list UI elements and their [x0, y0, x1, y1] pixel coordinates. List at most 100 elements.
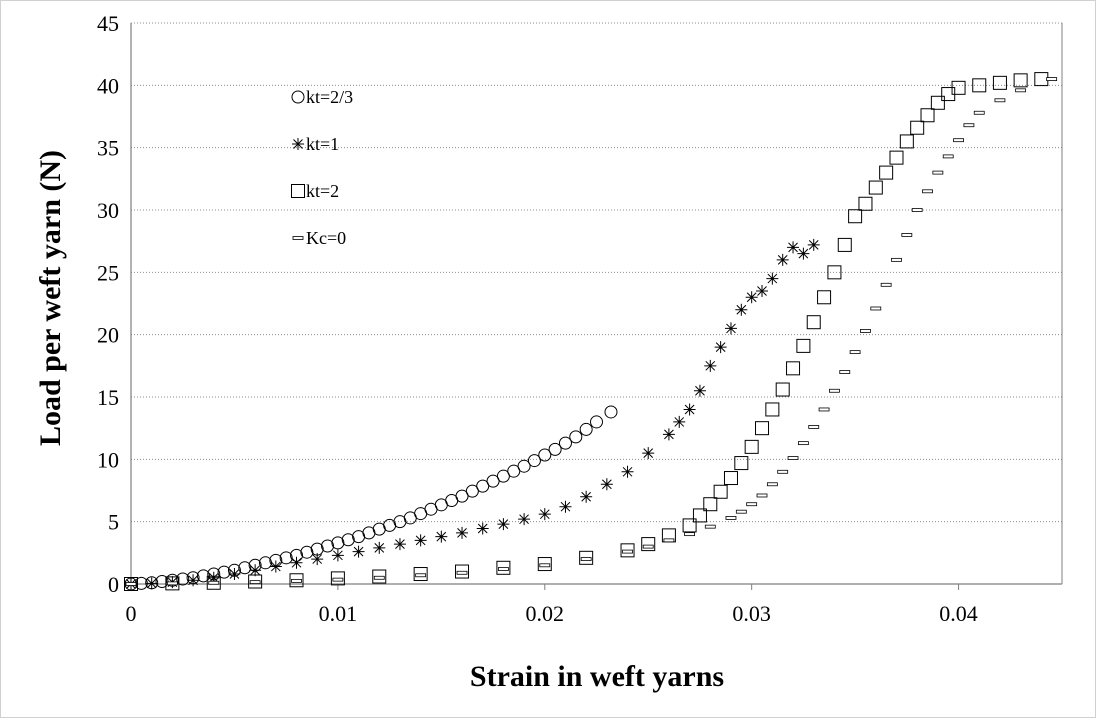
data-point: [414, 534, 427, 547]
data-point: [911, 208, 923, 212]
data-point: [393, 538, 406, 551]
data-point: [124, 577, 138, 591]
data-point: [620, 543, 635, 558]
x-tick-label: 0: [126, 601, 137, 626]
data-point: [858, 196, 873, 211]
data-point: [373, 575, 385, 580]
series-square: [124, 72, 1049, 591]
data-point: [1046, 77, 1058, 81]
data-point: [806, 315, 821, 330]
legend-marker-dash: [292, 236, 304, 240]
data-point: [951, 80, 966, 95]
series-circle: [124, 405, 618, 591]
data-point: [248, 574, 263, 589]
data-point: [435, 530, 448, 543]
data-point: [559, 500, 572, 513]
y-tick-label: 30: [97, 198, 119, 223]
data-point: [642, 447, 655, 460]
data-point: [207, 571, 220, 584]
y-tick-label: 10: [97, 447, 119, 472]
data-point: [413, 567, 428, 582]
data-point: [797, 247, 810, 260]
data-point: [580, 557, 592, 561]
data-point: [880, 282, 892, 287]
x-tick-label: 0.01: [319, 601, 358, 626]
data-point: [777, 469, 789, 474]
data-point: [735, 509, 747, 514]
data-series: [124, 72, 1058, 591]
data-point: [766, 272, 779, 285]
data-point: [775, 382, 790, 397]
data-point: [548, 442, 562, 456]
data-point: [580, 490, 593, 503]
gridlines: [131, 22, 1062, 523]
data-point: [889, 150, 904, 165]
data-point: [372, 569, 387, 584]
data-point: [456, 526, 469, 539]
data-point: [787, 456, 799, 460]
data-point: [994, 98, 1006, 103]
data-point: [341, 533, 355, 547]
data-point: [920, 108, 935, 123]
data-point: [972, 78, 987, 93]
data-point: [879, 165, 894, 180]
data-point: [930, 95, 945, 110]
data-point: [206, 575, 221, 590]
data-point: [300, 545, 314, 559]
legend: kt=2/3 kt=1 kt=2 Kc=0: [291, 87, 353, 248]
data-point: [953, 138, 964, 143]
data-point: [269, 560, 282, 573]
data-point: [291, 578, 302, 583]
data-point: [145, 577, 158, 590]
data-point: [518, 513, 531, 526]
data-point: [621, 465, 634, 478]
data-point: [642, 544, 654, 549]
data-point: [289, 573, 304, 588]
x-axis-title: Strain in weft yarns: [470, 660, 724, 693]
data-point: [663, 538, 675, 543]
data-point: [704, 524, 716, 529]
data-point: [476, 522, 489, 535]
data-point: [476, 479, 490, 493]
y-tick-labels: 0 5 10 15 20 25 30 35 40 45: [97, 11, 119, 597]
data-point: [539, 563, 551, 568]
data-point: [249, 580, 261, 585]
y-axis-title: Load per weft yarn (N): [34, 150, 67, 446]
data-point: [922, 189, 933, 194]
data-point: [868, 180, 883, 195]
data-point: [517, 459, 531, 473]
data-point: [992, 75, 1007, 90]
data-point: [901, 233, 913, 237]
data-point: [352, 545, 365, 558]
data-point: [725, 516, 737, 520]
data-point: [745, 291, 758, 304]
data-point: [238, 561, 252, 575]
data-point: [963, 123, 975, 128]
data-point: [496, 560, 511, 575]
data-point: [796, 338, 811, 353]
data-point: [899, 134, 914, 149]
data-point: [527, 454, 541, 468]
y-tick-label: 25: [97, 260, 119, 285]
data-point: [765, 402, 780, 417]
data-point: [456, 570, 468, 575]
data-point: [932, 170, 944, 175]
data-point: [538, 508, 551, 521]
data-point: [622, 549, 633, 554]
data-point: [331, 549, 344, 562]
data-point: [208, 580, 220, 585]
data-point: [837, 237, 852, 252]
data-point: [662, 428, 675, 441]
y-tick-label: 15: [97, 385, 119, 410]
legend-marker-square: [291, 184, 305, 198]
axes: [130, 22, 1063, 590]
data-point: [176, 572, 190, 586]
data-point: [455, 489, 469, 503]
data-point: [373, 541, 386, 554]
legend-label: kt=2: [306, 181, 339, 201]
data-point: [497, 567, 509, 571]
data-point: [756, 285, 769, 298]
data-point: [839, 370, 851, 374]
data-point: [870, 306, 882, 311]
